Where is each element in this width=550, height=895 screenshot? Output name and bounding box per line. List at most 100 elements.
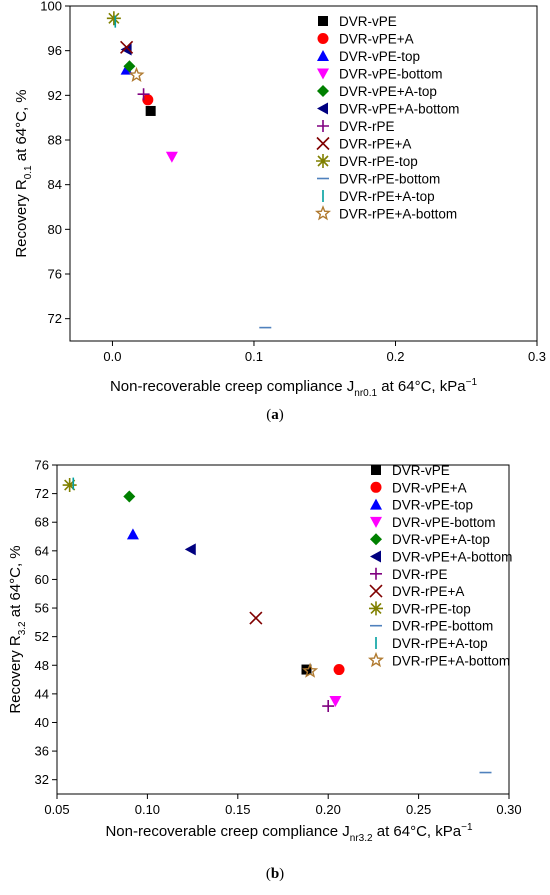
x-tick-label: 0.10 (135, 802, 160, 817)
legend-label-dvr-vpe-plus-a-bottom: DVR-vPE+A-bottom (339, 102, 459, 117)
legend-marker-dvr-vpe-plus-a-top (370, 533, 382, 546)
scatter-chart-b: 0.05 0.10 0.15 0.20 0.25 0.30 32 36 40 44 48 52 56 60… (7, 458, 522, 845)
x-tick-label: 0.20 (316, 802, 341, 817)
y-tick-label: 100 (40, 0, 62, 14)
caption-label-b: b (270, 866, 280, 882)
legend-marker-dvr-vpe (318, 16, 328, 26)
legend-label-dvr-rpe: DVR-rPE (339, 119, 395, 134)
y-tick-label: 76 (35, 458, 49, 473)
legend: DVR-vPE DVR-vPE+A DVR-vPE-top DVR-vPE-botto… (314, 14, 459, 222)
y-tick-label: 80 (48, 222, 62, 237)
legend-marker-dvr-vpe-plus-a-bottom (370, 550, 381, 563)
legend-marker-dvr-rpe (370, 567, 382, 580)
y-tick-label: 68 (35, 515, 49, 530)
legend-label-dvr-rpe-plus-a-bottom: DVR-rPE+A-bottom (339, 207, 457, 222)
point-dvr-rpe-top (62, 478, 77, 493)
legend-label-dvr-rpe: DVR-rPE (392, 567, 448, 582)
legend-label-dvr-vpe: DVR-vPE (339, 14, 397, 29)
y-tick-label: 44 (35, 686, 49, 701)
legend-label-dvr-vpe-plus-a-top: DVR-vPE+A-top (339, 84, 437, 99)
y-tick-label: 72 (48, 311, 62, 326)
legend-label-dvr-vpe-plus-a-bottom: DVR-vPE+A-bottom (392, 550, 512, 565)
legend-marker-dvr-vpe-plus-a-bottom (317, 102, 328, 115)
x-axis-label: Non-recoverable creep compliance Jnr0.1 … (110, 377, 477, 399)
legend-label-dvr-rpe-plus-a: DVR-rPE+A (339, 137, 411, 152)
scatter-chart-a: 0.0 0.1 0.2 0.3 72 76 80 84 88 92 96 100 Non-recover… (13, 0, 546, 399)
y-tick-label: 48 (35, 658, 49, 673)
chart-panel-b: 0.05 0.10 0.15 0.20 0.25 0.30 32 36 40 44 48 52 56 60… (0, 448, 550, 895)
legend-label-dvr-rpe-plus-a-bottom: DVR-rPE+A-bottom (392, 653, 510, 668)
legend-label-dvr-vpe-top: DVR-vPE-top (392, 498, 473, 513)
point-dvr-vpe-plus-a (333, 664, 345, 676)
legend-marker-dvr-vpe-top (370, 498, 382, 510)
legend-label-dvr-rpe-plus-a-top: DVR-rPE+A-top (339, 189, 435, 204)
legend-label-dvr-rpe-top: DVR-rPE-top (392, 601, 471, 616)
point-dvr-vpe-bottom (165, 151, 178, 163)
point-dvr-vpe-plus-a-bottom (184, 543, 196, 556)
point-dvr-rpe-plus-a (249, 611, 263, 625)
y-tick-label: 84 (48, 177, 62, 192)
legend-label-dvr-vpe-plus-a: DVR-vPE+A (392, 480, 467, 495)
caption-b: (b) (265, 866, 285, 882)
point-dvr-vpe (145, 105, 156, 116)
data-points (62, 477, 492, 774)
x-tick-label: 0.25 (406, 802, 431, 817)
point-dvr-rpe-plus-a-bottom (302, 662, 319, 678)
plot-frame (69, 5, 538, 342)
point-dvr-rpe (322, 700, 335, 713)
point-dvr-vpe-top (126, 528, 139, 540)
y-tick-label: 60 (35, 572, 49, 587)
legend-marker-dvr-rpe-plus-a-bottom (314, 205, 332, 221)
point-dvr-vpe-plus-a (142, 94, 154, 106)
legend-marker-dvr-vpe-top (317, 50, 329, 61)
legend-label-dvr-rpe-plus-a: DVR-rPE+A (392, 584, 464, 599)
legend-marker-dvr-rpe-top (316, 154, 330, 168)
legend: DVR-vPE DVR-vPE+A DVR-vPE-top DVR-vPE-botto… (367, 463, 512, 668)
point-dvr-vpe-plus-a-top (123, 60, 136, 73)
legend-label-dvr-rpe-plus-a-top: DVR-rPE+A-top (392, 636, 488, 651)
y-tick-label: 40 (35, 715, 49, 730)
x-tick-label: 0.0 (103, 349, 121, 364)
point-dvr-rpe-plus-a-bottom (128, 66, 145, 83)
point-dvr-rpe-plus-a (120, 40, 134, 54)
legend-label-dvr-vpe-top: DVR-vPE-top (339, 49, 420, 64)
legend-label-dvr-vpe-bottom: DVR-vPE-bottom (339, 67, 443, 82)
legend-marker-dvr-rpe-plus-a (316, 136, 330, 151)
x-tick-label: 0.05 (44, 802, 69, 817)
legend-label-dvr-vpe-plus-a: DVR-vPE+A (339, 32, 414, 47)
legend-label-dvr-rpe-top: DVR-rPE-top (339, 154, 418, 169)
caption-a: (a) (266, 407, 284, 423)
x-tick-label: 0.3 (528, 349, 546, 364)
y-tick-label: 64 (35, 543, 49, 558)
point-dvr-rpe (137, 88, 150, 101)
y-tick-label: 88 (48, 133, 62, 148)
point-dvr-rpe-top (106, 11, 121, 26)
y-axis-label: Recovery R0.1 at 64°C, % (13, 89, 34, 257)
legend-marker-dvr-vpe-bottom (370, 516, 382, 528)
legend-label-dvr-rpe-bottom: DVR-rPE-bottom (339, 172, 440, 187)
y-tick-label: 32 (35, 772, 49, 787)
legend-label-dvr-rpe-bottom: DVR-rPE-bottom (392, 619, 493, 634)
legend-marker-dvr-rpe-top (369, 601, 383, 616)
y-tick-label: 92 (48, 88, 62, 103)
plot-frame (56, 464, 510, 795)
x-tick-label: 0.30 (496, 802, 521, 817)
x-tick-label: 0.15 (225, 802, 250, 817)
legend-marker-dvr-rpe-plus-a-bottom (367, 651, 385, 668)
legend-marker-dvr-vpe (371, 465, 381, 475)
point-dvr-vpe (301, 664, 312, 675)
y-tick-label: 36 (35, 744, 49, 759)
legend-marker-dvr-rpe (317, 120, 329, 132)
x-tick-label: 0.1 (245, 349, 263, 364)
legend-label-dvr-vpe: DVR-vPE (392, 463, 450, 478)
legend-marker-dvr-vpe-plus-a-top (317, 85, 329, 97)
y-axis-label: Recovery R3.2 at 64°C, % (7, 545, 28, 713)
y-tick-label: 96 (48, 43, 62, 58)
y-tick-label: 76 (48, 267, 62, 282)
caption-label-a: a (271, 407, 279, 423)
legend-label-dvr-vpe-plus-a-top: DVR-vPE+A-top (392, 532, 490, 547)
data-points (106, 11, 272, 329)
point-dvr-vpe-bottom (329, 696, 342, 708)
y-tick-label: 52 (35, 629, 49, 644)
legend-marker-dvr-vpe-bottom (317, 68, 329, 80)
